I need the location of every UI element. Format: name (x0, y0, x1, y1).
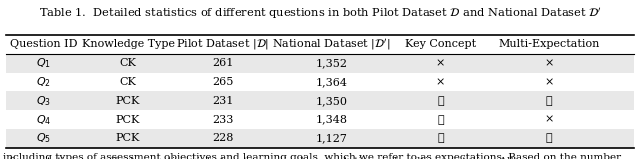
Text: $Q_2$: $Q_2$ (36, 75, 51, 89)
Text: 228: 228 (212, 133, 234, 143)
Text: Multi-Expectation: Multi-Expectation (499, 39, 600, 49)
Text: CK: CK (120, 77, 136, 87)
Text: $Q_5$: $Q_5$ (36, 131, 51, 145)
Text: $Q_1$: $Q_1$ (36, 56, 51, 70)
Text: 1,127: 1,127 (316, 133, 348, 143)
Text: 1,348: 1,348 (316, 115, 348, 125)
Text: $Q_4$: $Q_4$ (36, 113, 51, 127)
Text: ✓: ✓ (546, 133, 552, 143)
Text: CK: CK (120, 58, 136, 68)
Text: 1,364: 1,364 (316, 77, 348, 87)
Text: ✓: ✓ (546, 96, 552, 106)
Text: ×: × (436, 58, 445, 68)
Text: Pilot Dataset $|\mathcal{D}|$: Pilot Dataset $|\mathcal{D}|$ (176, 37, 269, 51)
Bar (6, 91, 634, 110)
Text: Knowledge Type: Knowledge Type (81, 39, 175, 49)
Bar (6, 129, 634, 148)
Text: 233: 233 (212, 115, 234, 125)
Text: ✓: ✓ (437, 133, 444, 143)
Text: ✓: ✓ (437, 115, 444, 125)
Text: National Dataset $|\mathcal{D}'|$: National Dataset $|\mathcal{D}'|$ (273, 37, 390, 52)
Text: ×: × (545, 77, 554, 87)
Text: Key Concept: Key Concept (404, 39, 476, 49)
Text: PCK: PCK (116, 133, 140, 143)
Text: PCK: PCK (116, 115, 140, 125)
Text: 265: 265 (212, 77, 234, 87)
Bar (6, 54, 634, 73)
Text: including types of assessment objectives and learning goals, which we refer to a: including types of assessment objectives… (3, 153, 621, 159)
Text: 261: 261 (212, 58, 234, 68)
Text: $Q_3$: $Q_3$ (36, 94, 51, 108)
Text: 1,350: 1,350 (316, 96, 348, 106)
Text: ×: × (436, 77, 445, 87)
Text: ×: × (545, 58, 554, 68)
Text: PCK: PCK (116, 96, 140, 106)
Text: of expectations, we divide questions into two types: single-expectation and mult: of expectations, we divide questions int… (3, 157, 514, 159)
Text: Table 1.  Detailed statistics of different questions in both Pilot Dataset $\mat: Table 1. Detailed statistics of differen… (38, 6, 602, 21)
Text: ×: × (545, 115, 554, 125)
Text: 231: 231 (212, 96, 234, 106)
Text: ✓: ✓ (437, 96, 444, 106)
Text: Question ID: Question ID (10, 39, 77, 49)
Text: 1,352: 1,352 (316, 58, 348, 68)
